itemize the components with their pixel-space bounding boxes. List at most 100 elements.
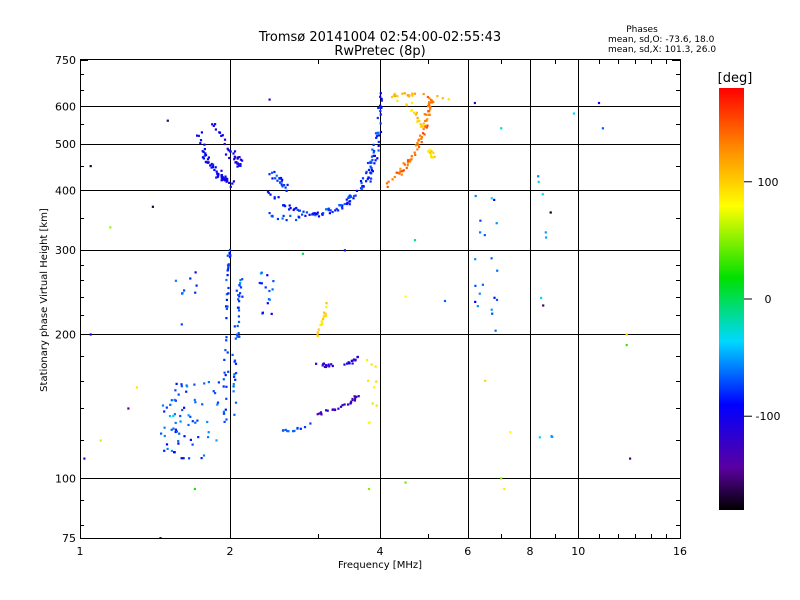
data-point [273, 170, 276, 174]
data-point [370, 155, 374, 158]
data-point [379, 122, 382, 125]
data-point [423, 113, 426, 116]
data-point [372, 154, 375, 157]
data-point [237, 315, 240, 318]
data-point [211, 163, 214, 166]
data-point [424, 119, 427, 123]
y-tick-labels: 75 100 200 300 400 500 600 750 [55, 54, 76, 545]
data-point [189, 277, 192, 280]
data-point [537, 180, 540, 183]
data-point [410, 155, 413, 158]
data-point [261, 311, 264, 314]
data-point [174, 428, 177, 431]
data-point [177, 393, 180, 396]
data-point [490, 308, 493, 311]
data-point [181, 292, 184, 295]
data-point [264, 286, 267, 289]
data-point [379, 113, 382, 116]
data-point [174, 430, 177, 434]
data-point [346, 201, 349, 204]
data-point [227, 263, 230, 266]
data-point [213, 168, 216, 172]
data-point [212, 124, 215, 127]
data-point [375, 136, 378, 139]
data-point [226, 351, 229, 354]
data-point [191, 420, 194, 423]
data-point [274, 177, 277, 180]
data-point [277, 196, 280, 199]
data-point [421, 132, 425, 135]
colorbar [719, 88, 744, 510]
data-point [191, 443, 194, 446]
data-point [237, 320, 241, 323]
x-tick-label: 16 [673, 545, 687, 558]
data-point [226, 178, 229, 181]
data-point [407, 159, 410, 162]
data-point [180, 383, 183, 386]
data-point [416, 116, 419, 119]
data-point [216, 403, 219, 406]
data-point [206, 158, 210, 161]
data-point [260, 282, 263, 285]
data-point [429, 153, 433, 156]
data-point [538, 436, 541, 439]
data-point [225, 339, 228, 342]
data-point [419, 123, 422, 126]
data-point [500, 127, 503, 130]
data-point [295, 218, 298, 222]
data-point [239, 158, 242, 161]
data-point [426, 95, 429, 99]
data-point [416, 141, 419, 145]
data-point [239, 279, 242, 282]
data-point [239, 281, 242, 285]
data-point [402, 169, 405, 172]
data-point [421, 124, 424, 127]
data-point [201, 156, 204, 159]
data-point [89, 333, 92, 336]
data-point [223, 371, 226, 374]
data-point [206, 420, 209, 424]
data-point [268, 298, 271, 301]
data-point [328, 212, 331, 215]
data-point [416, 120, 419, 123]
data-point [233, 155, 236, 158]
data-point [170, 449, 173, 452]
data-point [194, 421, 197, 424]
grid-lines [80, 60, 680, 538]
data-point [357, 395, 360, 398]
data-point [187, 414, 190, 417]
data-point [172, 414, 175, 417]
data-point [479, 219, 482, 222]
data-point [226, 147, 229, 150]
data-point [200, 457, 203, 460]
data-point [490, 257, 493, 260]
y-axis-label: Stationary phase Virtual Height [km] [39, 208, 50, 392]
data-point [366, 161, 370, 165]
data-point [202, 150, 205, 154]
x-tick-label: 1 [77, 545, 84, 558]
data-point [427, 150, 430, 153]
data-point [318, 412, 321, 415]
data-point [341, 204, 344, 207]
data-point [322, 314, 326, 317]
data-point [537, 175, 540, 178]
data-point [418, 145, 421, 149]
x-tick-label: 6 [464, 545, 471, 558]
data-point [179, 420, 182, 423]
data-point [289, 207, 292, 210]
data-point [195, 284, 198, 287]
data-point [183, 406, 186, 409]
data-point [414, 144, 418, 147]
data-point [287, 430, 290, 433]
data-point [422, 127, 425, 131]
data-point [236, 306, 240, 309]
data-point [220, 169, 223, 172]
data-point [422, 93, 425, 96]
data-point [271, 177, 274, 180]
data-point [227, 370, 230, 373]
data-point [423, 123, 426, 126]
data-point [163, 410, 166, 413]
data-point [233, 150, 237, 153]
data-point [430, 99, 433, 102]
data-point [260, 271, 263, 274]
